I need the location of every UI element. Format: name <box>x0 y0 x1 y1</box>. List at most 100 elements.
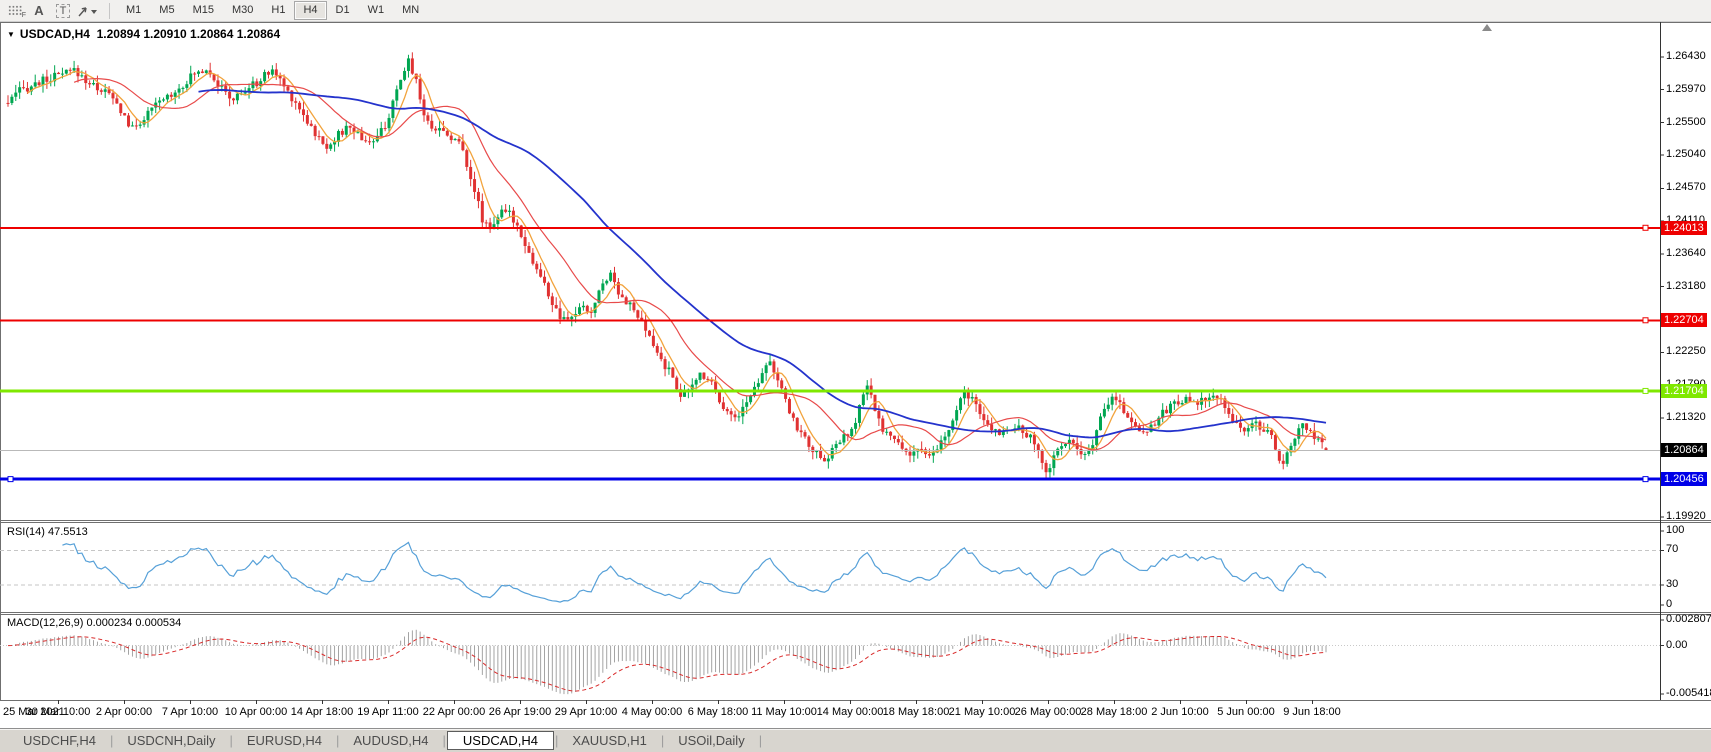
timeframe-button-h4[interactable]: H4 <box>294 1 327 20</box>
hline-handle <box>1642 317 1649 324</box>
chart-ohlc-values: 1.20894 1.20910 1.20864 1.20864 <box>96 27 281 41</box>
font-a-icon: A <box>34 3 44 18</box>
chart-symbol-label: USDCAD,H4 <box>19 27 90 41</box>
text-label-icon: T <box>55 3 71 18</box>
hline-handle <box>1642 476 1649 483</box>
moving-average-6 <box>27 70 1327 461</box>
timeframe-button-w1[interactable]: W1 <box>367 4 385 16</box>
rsi-axis-tick: 70 <box>1666 543 1679 556</box>
tab-separator: | <box>660 733 665 748</box>
date-axis-label: 14 May 00:00 <box>816 706 884 718</box>
rsi-axis-tick: 100 <box>1666 524 1685 536</box>
timeframe-button-m30[interactable]: M30 <box>231 4 254 16</box>
price-axis-tick: 1.22250 <box>1666 345 1706 358</box>
price-axis-tick: 1.21320 <box>1666 411 1706 424</box>
date-axis-label: 28 May 18:00 <box>1080 706 1148 718</box>
date-axis-label: 26 May 00:00 <box>1014 706 1082 718</box>
chart-canvas[interactable] <box>0 22 1711 728</box>
date-axis-label: 26 Apr 19:00 <box>488 706 552 718</box>
symbol-tab-usdchf[interactable]: USDCHF,H4 <box>23 733 96 748</box>
tab-separator: | <box>229 733 233 748</box>
timeframe-button-mn[interactable]: MN <box>402 4 420 16</box>
macd-axis-tick: -0.005418 <box>1666 687 1711 699</box>
text-label-button[interactable]: T <box>52 2 74 20</box>
hline-handle <box>7 476 14 483</box>
rsi-indicator-label: RSI(14) 47.5513 <box>7 526 88 538</box>
chart-window[interactable]: ▼ USDCAD,H4 1.20894 1.20910 1.20864 1.208… <box>0 22 1711 728</box>
symbol-tab-xauusd[interactable]: XAUUSD,H1 <box>572 733 647 748</box>
date-axis-label: 30 Mar 10:00 <box>25 706 91 718</box>
timeframe-button-h1[interactable]: H1 <box>271 4 286 16</box>
date-axis-label: 5 Jun 00:00 <box>1217 706 1275 718</box>
price-axis-tick: 1.23180 <box>1666 279 1706 292</box>
date-axis-label: 6 May 18:00 <box>687 706 749 718</box>
rsi-axis-tick: 0 <box>1666 598 1673 610</box>
date-axis-label: 4 May 00:00 <box>621 706 683 718</box>
timeframe-button-d1[interactable]: D1 <box>335 4 350 16</box>
price-axis-tick: 1.19920 <box>1666 510 1706 522</box>
macd-axis-tick: 0.00 <box>1666 638 1688 651</box>
chart-grid-icon: F <box>8 5 26 19</box>
date-axis-label: 25 Mar 2021 <box>3 706 65 718</box>
date-axis-label: 29 Apr 10:00 <box>554 706 618 718</box>
tab-separator: | <box>336 733 340 748</box>
dropdown-caret-icon <box>91 9 97 14</box>
date-axis-label: 9 Jun 18:00 <box>1283 706 1341 718</box>
symbol-tab-eurusd[interactable]: EURUSD,H4 <box>246 733 322 748</box>
moving-average-50 <box>198 89 1327 439</box>
timeframe-button-m5[interactable]: M5 <box>159 4 175 16</box>
price-badge-1.21704: 1.21704 <box>1661 383 1707 398</box>
date-axis-label: 22 Apr 00:00 <box>422 706 486 718</box>
price-axis-tick: 1.25500 <box>1666 115 1706 128</box>
current-price-badge: 1.20864 <box>1661 443 1707 458</box>
arrows-tool-icon <box>78 6 97 16</box>
chart-grid-button[interactable]: F <box>4 2 26 20</box>
price-badge-1.20456: 1.20456 <box>1661 472 1707 487</box>
timeframe-button-m1[interactable]: M1 <box>126 4 142 16</box>
date-axis-label: 2 Apr 00:00 <box>95 706 153 718</box>
macd-axis-tick: 0.002807 <box>1666 613 1711 625</box>
symbol-tab-usdcad[interactable]: USDCAD,H4 <box>446 731 555 750</box>
date-axis-label: 19 Apr 11:00 <box>357 706 419 718</box>
font-tool-button[interactable]: A <box>28 2 50 20</box>
date-axis-label: 18 May 18:00 <box>882 706 950 718</box>
symbol-tab-audusd[interactable]: AUDUSD,H4 <box>353 733 429 748</box>
rsi-line <box>62 541 1327 603</box>
price-axis-tick: 1.25040 <box>1666 148 1706 161</box>
price-axis-tick: 1.23640 <box>1666 247 1706 260</box>
chart-title-caret-icon: ▼ <box>7 30 15 39</box>
macd-histogram <box>11 629 1327 695</box>
price-badge-1.24013: 1.24013 <box>1661 220 1707 235</box>
date-axis-label: 11 May 10:00 <box>751 706 817 718</box>
macd-indicator-label: MACD(12,26,9) 0.000234 0.000534 <box>7 617 182 629</box>
hline-handle <box>1642 387 1649 394</box>
hline-handle <box>1642 224 1649 231</box>
top-toolbar: F A T M1 M5 M15 M30 H1 H4 D1 W1 MN <box>0 0 1711 22</box>
moving-average-18 <box>73 77 1327 451</box>
arrows-tool-button[interactable] <box>76 2 100 20</box>
price-axis-tick: 1.25970 <box>1666 82 1706 95</box>
date-axis-label: 10 Apr 00:00 <box>224 706 288 718</box>
candlestick-series <box>6 52 1328 479</box>
price-axis-tick: 1.26430 <box>1666 50 1706 62</box>
price-badge-1.22704: 1.22704 <box>1661 313 1707 328</box>
tab-separator: | <box>109 733 114 748</box>
symbol-tab-usdcnh[interactable]: USDCNH,Daily <box>127 733 216 748</box>
rsi-axis-tick: 30 <box>1666 577 1679 590</box>
tab-separator: | <box>758 733 763 748</box>
tab-separator: | <box>555 733 559 748</box>
macd-signal-line <box>7 636 1327 692</box>
toolbar-separator <box>109 2 110 19</box>
timeframe-group: M1 M5 M15 M30 H1 H4 D1 W1 MN <box>117 1 428 20</box>
chart-shift-marker <box>1482 24 1492 31</box>
date-axis-label: 21 May 10:00 <box>948 706 1016 718</box>
date-axis-label: 14 Apr 18:00 <box>290 706 354 718</box>
timeframe-button-m15[interactable]: M15 <box>192 4 214 16</box>
tab-separator: | <box>442 733 446 748</box>
chart-title: ▼ USDCAD,H4 1.20894 1.20910 1.20864 1.208… <box>7 27 280 41</box>
symbol-tab-usoil[interactable]: USOil,Daily <box>678 733 745 748</box>
date-axis-label: 7 Apr 10:00 <box>161 706 219 718</box>
price-axis-tick: 1.24570 <box>1666 181 1706 194</box>
symbol-tabbar: USDCHF,H4 | USDCNH,Daily | EURUSD,H4 | AUDUSD,… <box>0 728 1711 752</box>
